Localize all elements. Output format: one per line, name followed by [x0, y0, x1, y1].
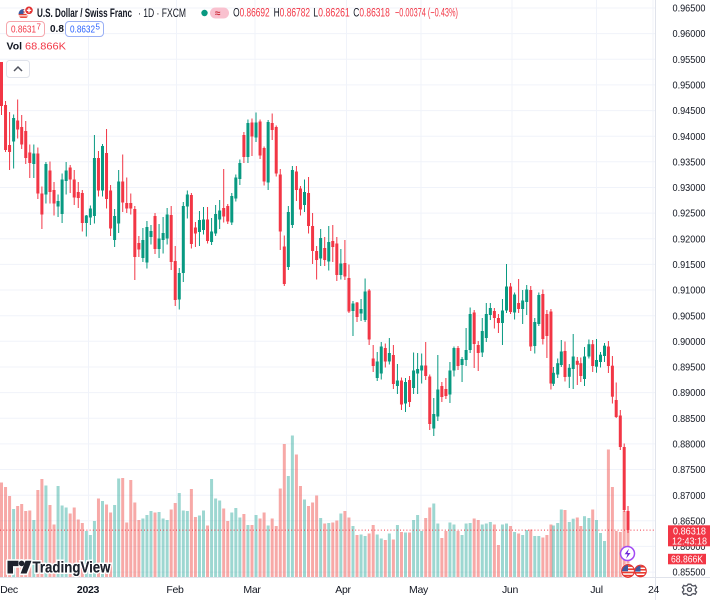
svg-text:0.8: 0.8	[50, 24, 64, 35]
svg-text:0.87000: 0.87000	[673, 490, 706, 502]
svg-text:TradingView: TradingView	[33, 560, 112, 577]
svg-text:0.89500: 0.89500	[673, 362, 706, 374]
svg-text:· 1D · FXCM: · 1D · FXCM	[138, 8, 186, 20]
svg-text:0.91500: 0.91500	[673, 259, 706, 271]
svg-text:0.92500: 0.92500	[673, 208, 706, 220]
svg-text:0.86500: 0.86500	[673, 515, 706, 527]
svg-text:7: 7	[37, 23, 42, 32]
svg-text:0.94000: 0.94000	[673, 131, 706, 143]
svg-text:24: 24	[648, 584, 660, 596]
svg-text:Jul: Jul	[590, 584, 603, 596]
svg-text:Jun: Jun	[502, 584, 518, 596]
svg-text:12:43:18: 12:43:18	[672, 536, 707, 548]
svg-text:0.95000: 0.95000	[673, 80, 706, 92]
svg-text:0.91000: 0.91000	[673, 285, 706, 297]
svg-text:0.92000: 0.92000	[673, 233, 706, 245]
svg-text:0.94500: 0.94500	[673, 105, 706, 117]
svg-text:0.85500: 0.85500	[673, 567, 706, 579]
svg-text:Dec: Dec	[0, 584, 18, 596]
svg-text:0.88000: 0.88000	[673, 439, 706, 451]
svg-text:H0.86782: H0.86782	[274, 8, 311, 20]
svg-text:0.93000: 0.93000	[673, 182, 706, 194]
svg-text:0.89000: 0.89000	[673, 387, 706, 399]
svg-text:May: May	[409, 584, 429, 596]
svg-text:O0.86692: O0.86692	[233, 8, 270, 20]
svg-text:0.90500: 0.90500	[673, 310, 706, 322]
svg-text:U.S. Dollar / Swiss Franc: U.S. Dollar / Swiss Franc	[37, 8, 132, 20]
svg-text:0.8632: 0.8632	[70, 24, 95, 36]
svg-text:68.866K: 68.866K	[671, 553, 703, 565]
svg-text:−0.00374 (−0.43%): −0.00374 (−0.43%)	[395, 8, 458, 20]
svg-text:0.96500: 0.96500	[673, 3, 706, 15]
svg-text:Mar: Mar	[243, 584, 261, 596]
svg-text:Vol: Vol	[7, 41, 23, 53]
svg-text:0.95500: 0.95500	[673, 54, 706, 66]
svg-text:0.8631: 0.8631	[11, 24, 36, 36]
svg-text:Apr: Apr	[335, 584, 351, 596]
svg-text:L0.86261: L0.86261	[313, 8, 350, 20]
svg-text:0.87500: 0.87500	[673, 464, 706, 476]
svg-text:0.96000: 0.96000	[673, 28, 706, 40]
svg-text:5: 5	[96, 23, 101, 32]
svg-text:Feb: Feb	[166, 584, 184, 596]
svg-text:2023: 2023	[77, 584, 100, 596]
svg-text:TradingView: TradingView	[33, 560, 112, 577]
svg-text:68.866K: 68.866K	[25, 41, 66, 53]
svg-text:0.86318: 0.86318	[673, 525, 706, 537]
svg-text:≈: ≈	[215, 9, 221, 20]
svg-text:0.90000: 0.90000	[673, 336, 706, 348]
svg-text:0.93500: 0.93500	[673, 156, 706, 168]
svg-text:0.88500: 0.88500	[673, 413, 706, 425]
svg-text:C0.86318: C0.86318	[353, 8, 390, 20]
